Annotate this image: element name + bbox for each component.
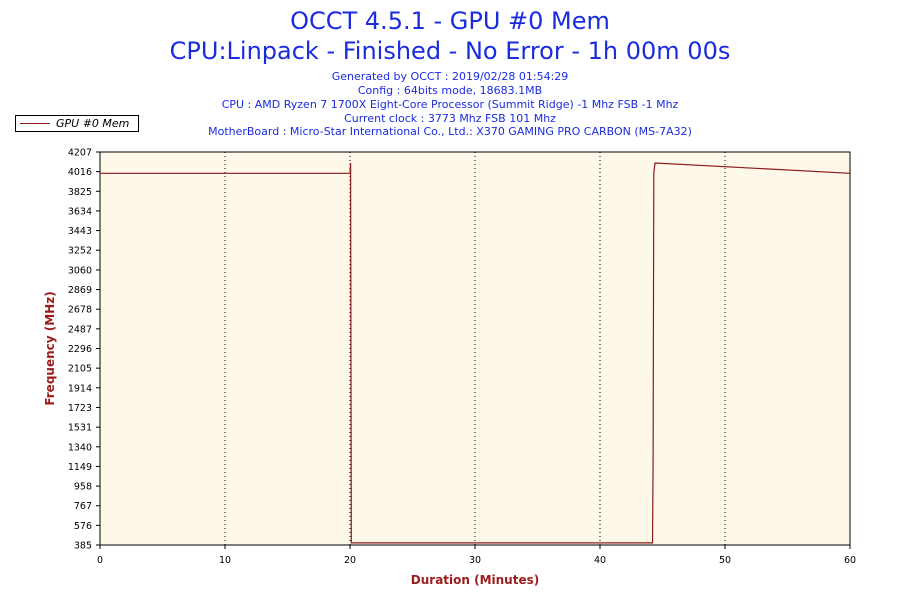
x-axis-label: Duration (Minutes) [411,573,539,587]
series-line [100,162,851,544]
y-tick-label: 1723 [68,403,92,414]
y-tick-label: 958 [74,482,92,493]
x-tick-label: 30 [469,555,481,566]
chart-title: OCCT 4.5.1 - GPU #0 Mem [290,7,610,35]
info-current-clock: Current clock : 3773 Mhz FSB 101 Mhz [344,112,556,125]
y-tick-label: 2487 [68,324,92,335]
legend: GPU #0 Mem [15,115,139,132]
y-tick-label: 3252 [68,246,92,257]
y-tick-label: 2869 [68,285,92,296]
y-tick-label: 2105 [68,364,92,375]
y-tick-label: 576 [74,521,92,532]
y-tick-label: 385 [74,541,92,552]
y-tick-label: 2678 [68,305,92,316]
x-tick-label: 40 [594,555,606,566]
y-tick-label: 1340 [68,442,92,453]
legend-swatch [20,123,50,124]
y-tick-label: 767 [74,501,92,512]
y-tick-label: 3443 [68,226,92,237]
info-config: Config : 64bits mode, 18683.1MB [357,84,543,97]
x-tick-label: 0 [97,555,103,566]
y-tick-label: 4016 [68,167,92,178]
chart-subtitle: CPU:Linpack - Finished - No Error - 1h 0… [169,37,731,65]
y-tick-label: 3060 [68,265,92,276]
y-tick-label: 1531 [68,423,92,434]
x-tick-label: 10 [219,555,231,566]
y-tick-label: 1914 [68,383,92,394]
y-tick-label: 3634 [68,206,92,217]
x-tick-label: 60 [844,555,856,566]
y-tick-label: 4207 [68,148,92,159]
info-motherboard: MotherBoard : Micro-Star International C… [208,125,692,138]
y-axis-label: Frequency (MHz) [43,291,57,405]
x-tick-label: 50 [719,555,731,566]
y-tick-label: 2296 [68,344,92,355]
info-cpu: CPU : AMD Ryzen 7 1700X Eight-Core Proce… [221,98,679,111]
y-tick-label: 1149 [68,462,92,473]
x-tick-label: 20 [344,555,356,566]
info-generated: Generated by OCCT : 2019/02/28 01:54:29 [331,70,569,83]
y-tick-label: 3825 [68,187,92,198]
legend-label: GPU #0 Mem [56,117,130,130]
